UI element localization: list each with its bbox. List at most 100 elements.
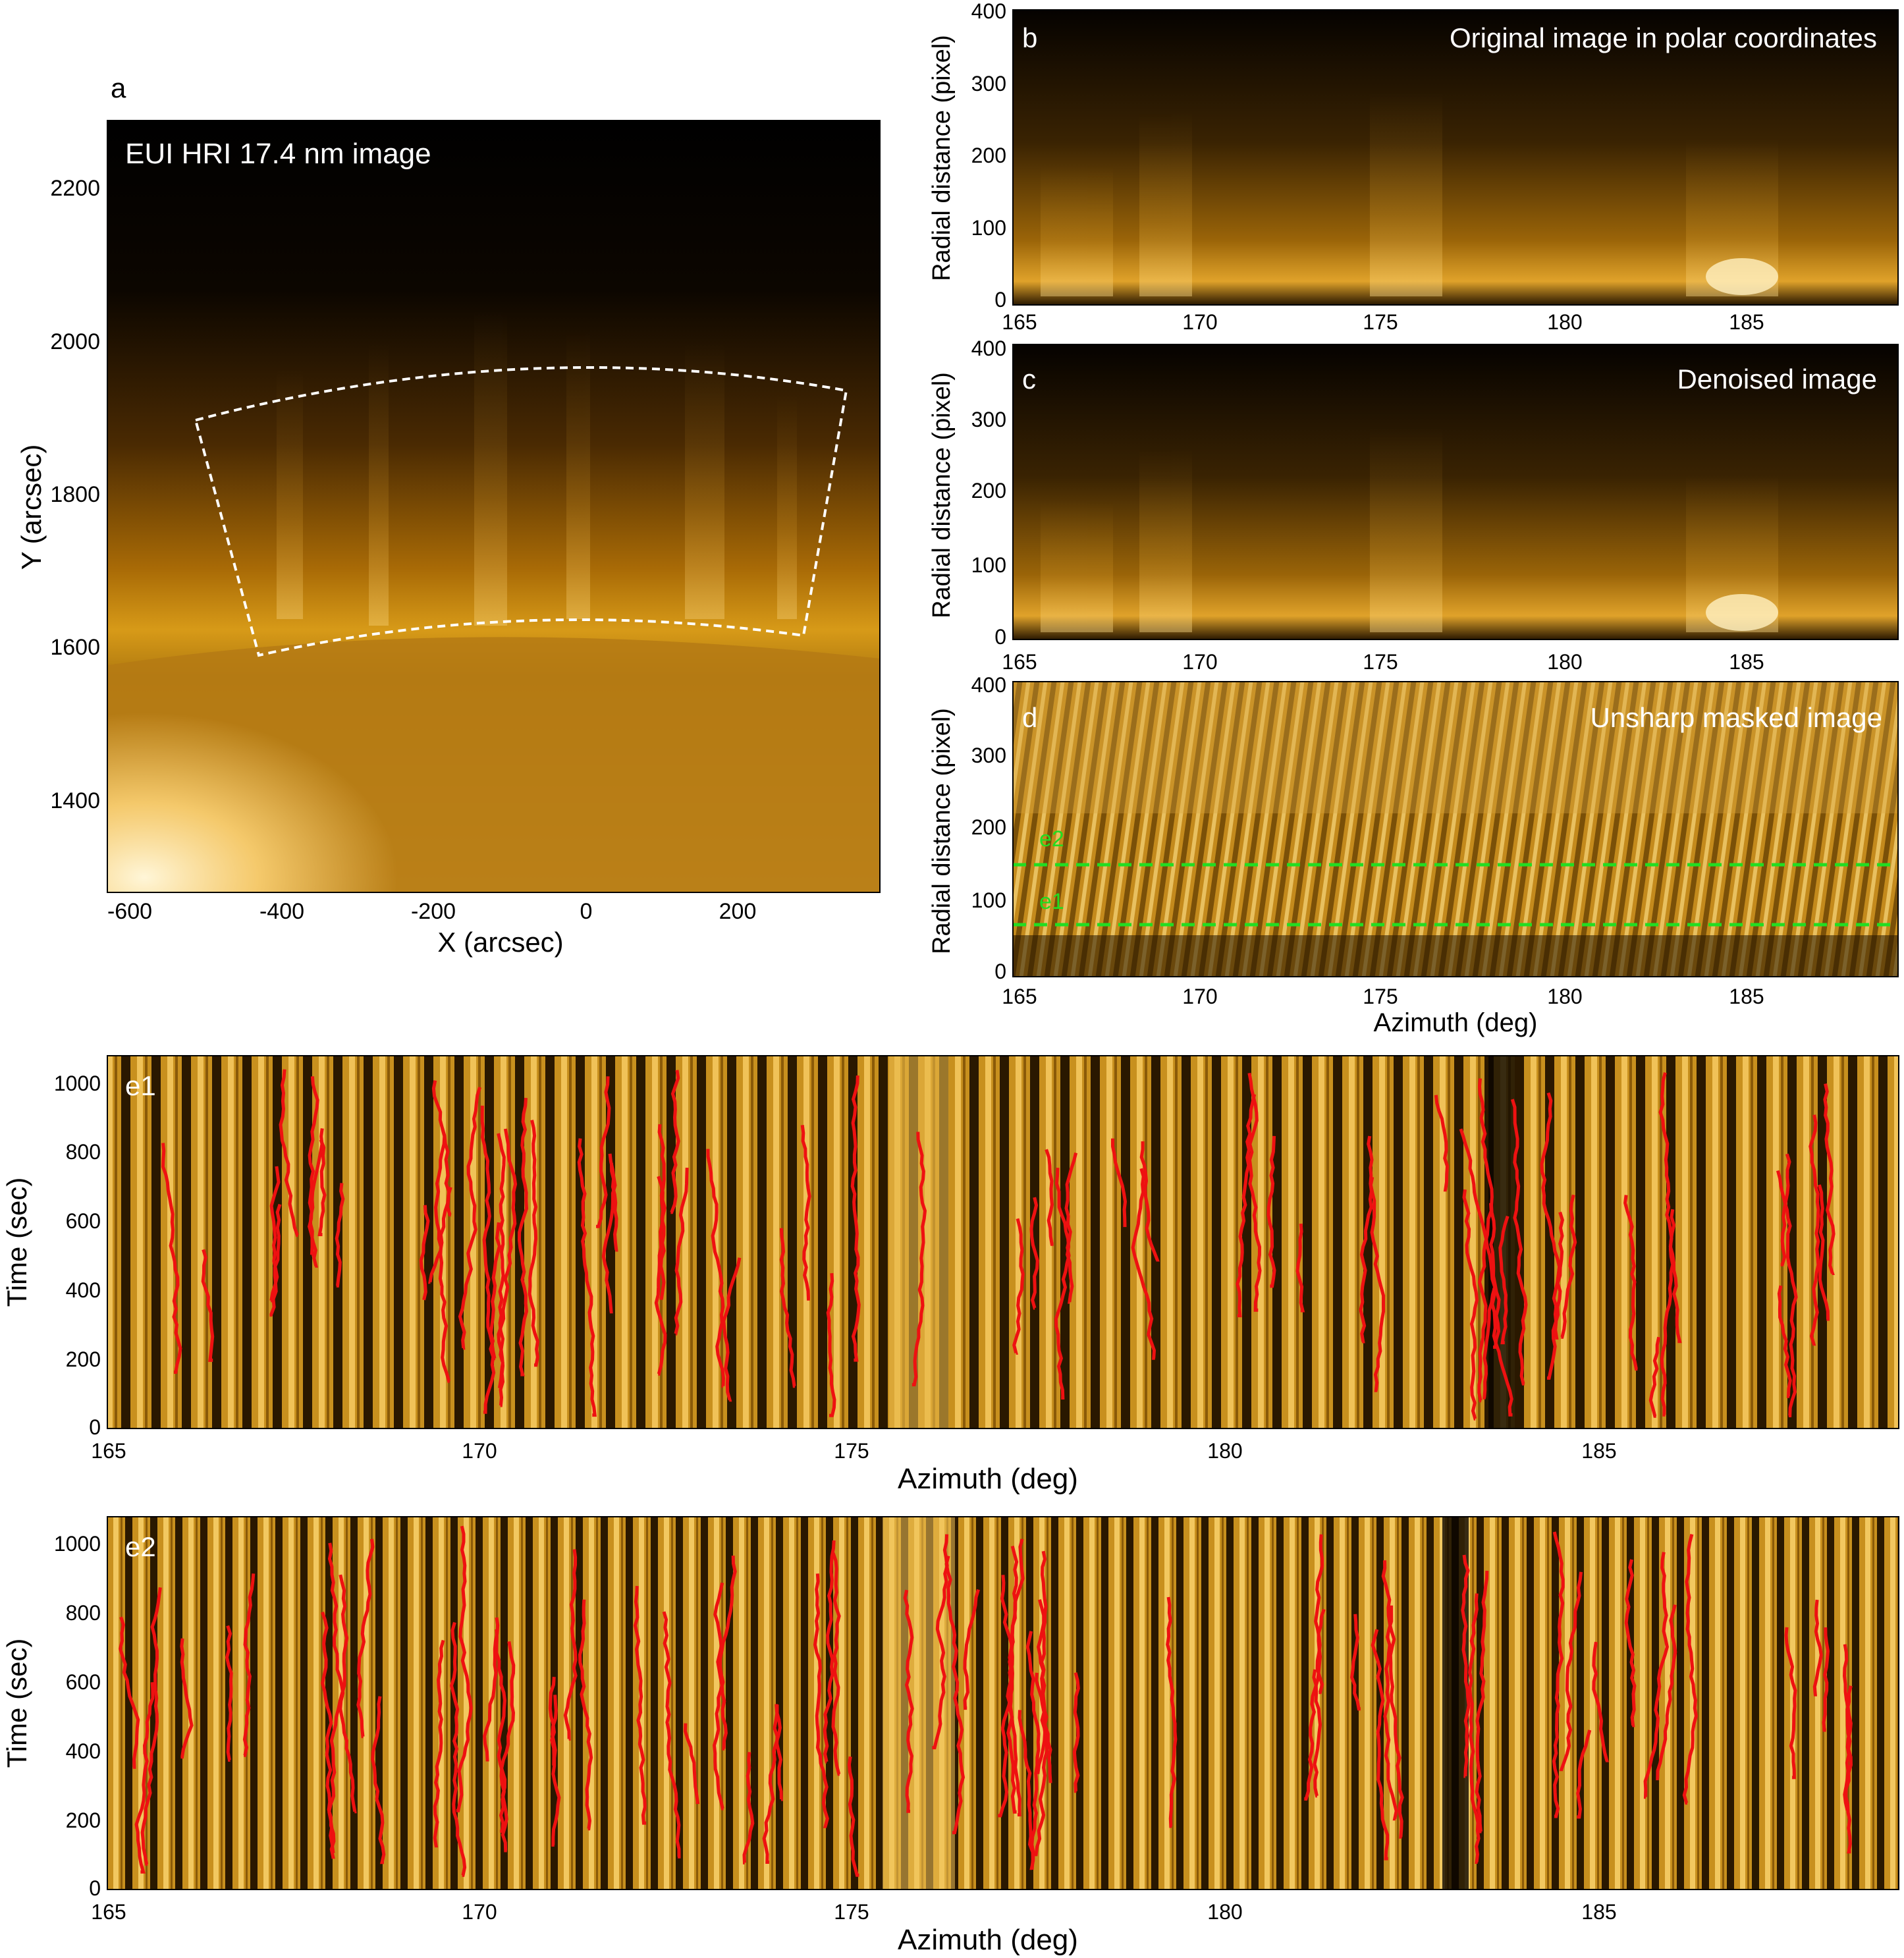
red-trace [497,1128,518,1407]
red-trace [371,1696,386,1864]
ytick: 1400 [50,788,100,813]
slit-e1-label: e1 [1039,889,1064,914]
red-trace [1477,1078,1501,1349]
red-trace [517,1097,529,1376]
red-trace [419,1205,430,1301]
panel-d: e2 e1 d Unsharp masked image 400 300 200… [928,673,1899,1037]
panel-e1-yticks: 1000 800 600 400 200 0 [54,1072,101,1439]
red-trace [578,1599,593,1831]
panel-c-letter: c [1022,364,1036,394]
panel-c: c Denoised image 400 300 200 100 0 165 1… [928,337,1899,674]
ytick: 1000 [54,1532,101,1556]
panel-e2: e2 1000 800 600 400 200 0 165 170 175 18… [1,1516,1899,1956]
ytick: 200 [971,815,1006,839]
panel-c-plumes [1041,428,1778,632]
red-trace [1547,1211,1564,1380]
red-trace [1559,1571,1583,1772]
panel-d-image [1013,682,1898,977]
red-trace [911,1131,927,1386]
xtick: 170 [1182,985,1217,1008]
xtick: 170 [462,1900,497,1924]
red-trace [831,1552,841,1776]
red-trace [577,1138,597,1417]
panel-b-xticks: 165 170 175 180 185 [1002,310,1764,334]
panel-e1-xticks: 165 170 175 180 185 [91,1439,1616,1463]
xtick: 170 [1182,650,1217,674]
red-trace [1461,1554,1471,1778]
panel-e2-ylabel: Time (sec) [1,1639,32,1768]
red-trace [1166,1596,1178,1828]
panel-b-ylabel: Radial distance (pixel) [928,35,956,281]
red-trace [242,1573,256,1757]
ytick: 600 [66,1209,101,1233]
red-trace [1809,1114,1820,1346]
red-trace [823,1540,836,1764]
xtick: 165 [91,1439,126,1463]
red-trace [1823,1083,1836,1275]
red-trace [1643,1552,1669,1799]
ytick: 0 [994,625,1006,649]
ytick: 200 [971,479,1006,503]
red-trace [1000,1575,1017,1814]
xtick: 165 [91,1900,126,1924]
xtick: -400 [259,899,304,924]
red-trace [1682,1533,1698,1805]
red-trace [944,1556,966,1835]
xtick: 175 [1363,650,1398,674]
xtick: 175 [834,1439,869,1463]
red-trace [800,1124,811,1301]
red-trace [499,1641,516,1833]
panel-c-ylabel: Radial distance (pixel) [928,372,956,618]
ytick: 300 [971,744,1006,767]
red-trace [431,1080,452,1217]
red-trace [1350,1614,1361,1711]
red-trace [1139,1141,1160,1262]
red-trace [903,1589,914,1813]
panel-d-xticks: 165 170 175 180 185 [1002,985,1764,1008]
red-trace [610,1162,618,1252]
ytick: 0 [89,1876,101,1900]
red-trace [1369,1176,1386,1392]
red-trace [119,1616,140,1769]
red-trace [1822,1627,1830,1732]
red-trace [1266,1135,1276,1288]
red-trace [327,1542,357,1814]
red-trace [1072,1672,1080,1793]
ytick: 1000 [54,1072,101,1095]
red-trace [722,1257,742,1402]
xtick: 165 [1002,985,1037,1008]
red-trace [308,1128,324,1257]
red-trace [180,1638,194,1759]
panel-a-yticks: 2200 2000 1800 1600 1400 [50,176,100,813]
red-trace [528,1120,539,1367]
ytick: 100 [971,216,1006,240]
red-trace [1624,1559,1637,1727]
xtick: 185 [1581,1900,1616,1924]
red-trace [1784,1627,1797,1780]
red-trace [1371,1629,1390,1861]
red-trace [456,1525,473,1812]
ytick: 400 [66,1739,101,1763]
red-trace [1658,1072,1682,1344]
xtick: 185 [1729,310,1764,334]
red-trace [742,1752,755,1864]
xtick: 165 [1002,650,1037,674]
panel-a-caption: EUI HRI 17.4 nm image [125,138,431,170]
panel-b: b Original image in polar coordinates 40… [928,0,1899,334]
panel-c-caption: Denoised image [1677,364,1877,394]
red-trace [1383,1605,1398,1821]
panel-e2-xlabel: Azimuth (deg) [898,1924,1078,1956]
red-trace [813,1573,829,1828]
panel-e2-yticks: 1000 800 600 400 200 0 [54,1532,101,1900]
red-trace [1434,1095,1450,1192]
red-trace [317,1139,327,1236]
panel-b-letter: b [1022,22,1037,53]
red-trace [1552,1531,1565,1818]
ytick: 600 [66,1670,101,1694]
red-trace [201,1249,215,1362]
red-trace [712,1556,737,1810]
panel-a: a EUI HRI 17.4 nm image 2200 2000 1800 1… [16,72,881,958]
red-trace [596,1076,611,1228]
red-trace [1540,1092,1562,1340]
